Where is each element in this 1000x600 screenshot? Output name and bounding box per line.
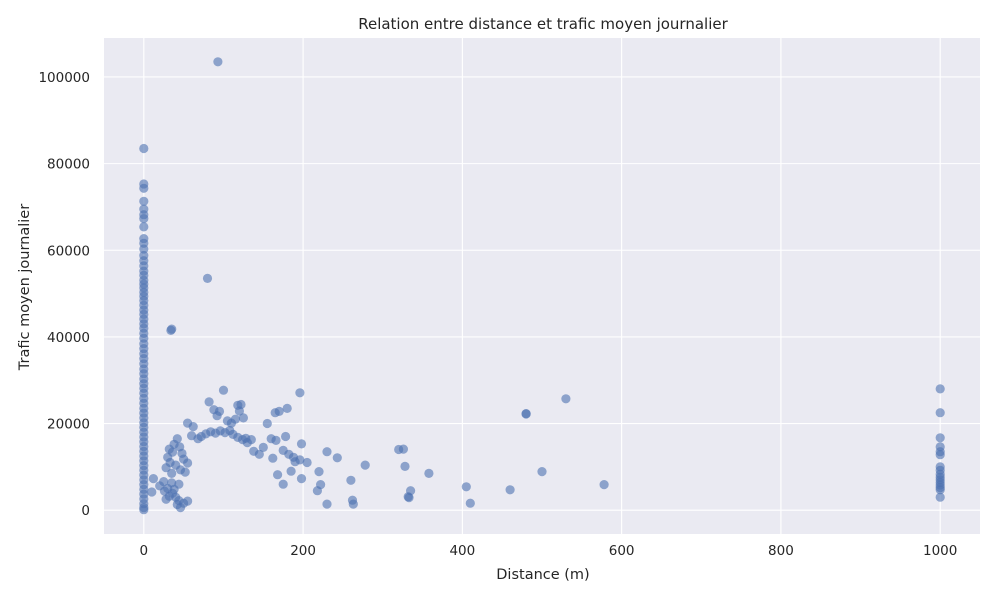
data-point xyxy=(296,474,307,484)
data-point xyxy=(461,482,471,492)
data-point xyxy=(332,453,342,463)
data-point xyxy=(302,457,312,468)
data-point xyxy=(242,438,252,448)
data-point xyxy=(161,463,171,473)
data-point xyxy=(273,470,283,480)
data-point xyxy=(935,384,945,394)
x-tick-label: 0 xyxy=(140,543,149,559)
data-point xyxy=(561,394,571,404)
data-point xyxy=(183,496,193,506)
data-point xyxy=(238,413,248,423)
data-point xyxy=(161,494,171,504)
data-point xyxy=(278,479,288,489)
data-point xyxy=(167,468,177,478)
y-tick-label: 0 xyxy=(81,503,90,519)
data-point xyxy=(424,468,434,478)
data-point xyxy=(139,222,149,232)
data-point xyxy=(935,492,945,502)
data-point xyxy=(254,449,264,459)
data-point xyxy=(346,475,356,485)
data-point xyxy=(148,474,158,484)
data-point xyxy=(268,453,278,463)
data-point xyxy=(521,409,531,419)
data-point xyxy=(296,439,307,449)
y-tick-label: 20000 xyxy=(47,417,90,433)
x-tick-label: 600 xyxy=(609,543,635,559)
y-tick-label: 60000 xyxy=(47,243,90,259)
data-point xyxy=(935,450,945,460)
data-point xyxy=(139,143,149,154)
data-point xyxy=(234,406,244,416)
data-point xyxy=(262,418,272,429)
data-point xyxy=(281,431,291,442)
data-point xyxy=(139,244,149,254)
chart-title: Relation entre distance et trafic moyen … xyxy=(358,15,728,33)
data-point xyxy=(218,385,229,395)
plot-area xyxy=(104,38,980,534)
data-point xyxy=(188,422,198,432)
data-point xyxy=(213,57,223,67)
data-point xyxy=(404,493,414,503)
data-point xyxy=(360,460,370,470)
data-point xyxy=(599,480,609,490)
y-axis-label: Trafic moyen journalier xyxy=(17,204,33,371)
data-point xyxy=(180,467,190,477)
data-point xyxy=(167,324,177,334)
x-tick-label: 800 xyxy=(768,543,794,559)
data-point xyxy=(295,388,305,398)
data-point xyxy=(202,273,213,283)
data-point xyxy=(935,485,945,495)
x-axis-label: Distance (m) xyxy=(496,567,589,583)
data-point xyxy=(139,505,149,515)
data-point xyxy=(139,183,149,193)
data-point xyxy=(316,480,326,490)
data-point xyxy=(286,466,296,476)
data-point xyxy=(271,435,281,445)
y-tick-label: 80000 xyxy=(47,157,90,173)
data-point xyxy=(400,461,410,471)
y-tick-label: 40000 xyxy=(47,330,90,346)
data-point xyxy=(322,447,332,457)
data-point xyxy=(322,499,332,509)
data-point xyxy=(295,455,305,465)
data-point xyxy=(212,411,222,421)
data-point xyxy=(274,406,284,416)
data-point xyxy=(935,408,945,418)
x-tick-label: 400 xyxy=(449,543,475,559)
data-point xyxy=(258,442,268,452)
data-point xyxy=(226,418,236,428)
grid-lines xyxy=(104,38,980,534)
x-tick-label: 1000 xyxy=(923,543,957,559)
data-point xyxy=(935,433,945,443)
data-point xyxy=(398,444,408,454)
data-point xyxy=(204,397,214,407)
data-point xyxy=(282,403,292,413)
data-points xyxy=(139,57,945,515)
data-point xyxy=(537,467,547,477)
data-point xyxy=(139,214,149,224)
data-point xyxy=(314,467,324,477)
x-tick-label: 200 xyxy=(290,543,316,559)
data-point xyxy=(139,196,149,206)
data-point xyxy=(183,458,193,468)
y-tick-labels: 0 20000 40000 60000 80000 100000 xyxy=(38,70,90,519)
data-point xyxy=(465,498,475,508)
data-point xyxy=(348,499,358,509)
data-point xyxy=(147,487,157,497)
data-point xyxy=(505,485,515,495)
x-tick-labels: 0 200 400 600 800 1000 xyxy=(140,543,958,559)
y-tick-label: 100000 xyxy=(38,70,90,86)
